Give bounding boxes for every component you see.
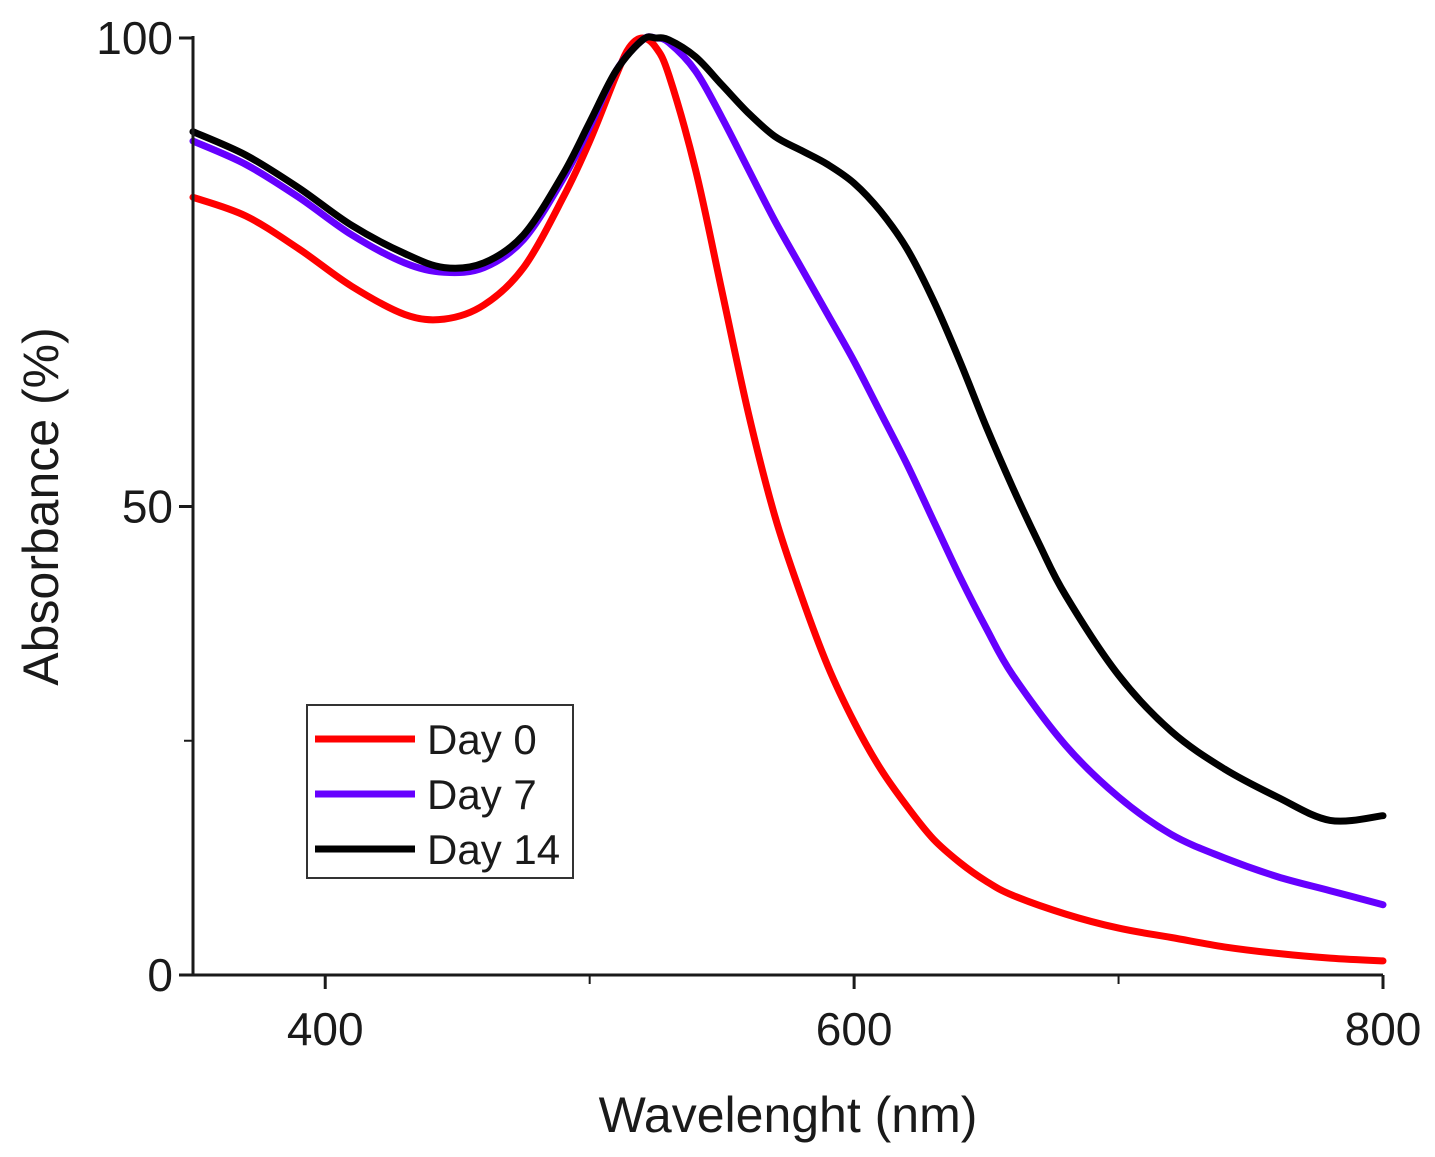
legend-entry: Day 0 xyxy=(315,716,537,763)
plot-area xyxy=(189,33,1387,965)
y-tick-label: 0 xyxy=(147,949,173,1001)
legend-label: Day 14 xyxy=(427,826,560,873)
legend-label: Day 0 xyxy=(427,716,537,763)
x-axis-title: Wavelenght (nm) xyxy=(599,1087,978,1143)
legend-label: Day 7 xyxy=(427,771,537,818)
y-ticks: 0 50 100 xyxy=(96,12,193,1001)
y-axis-title: Absorbance (%) xyxy=(13,327,69,686)
y-tick-label: 50 xyxy=(122,481,173,533)
legend-entry: Day 7 xyxy=(315,771,537,818)
x-tick-label: 400 xyxy=(287,1003,364,1055)
legend-entry: Day 14 xyxy=(315,826,560,873)
legend-entries: Day 0 Day 7 Day 14 xyxy=(315,716,560,873)
axes: 400 600 800 0 50 100 xyxy=(96,12,1421,1055)
series-line-day-0 xyxy=(189,34,1387,965)
y-tick-label: 100 xyxy=(96,12,173,64)
x-tick-label: 800 xyxy=(1345,1003,1422,1055)
series-line-day-14 xyxy=(189,33,1387,825)
legend: Day 0 Day 7 Day 14 xyxy=(306,704,574,879)
x-ticks: 400 600 800 xyxy=(287,975,1422,1055)
x-tick-label: 600 xyxy=(816,1003,893,1055)
series-line-day-7 xyxy=(189,33,1387,909)
